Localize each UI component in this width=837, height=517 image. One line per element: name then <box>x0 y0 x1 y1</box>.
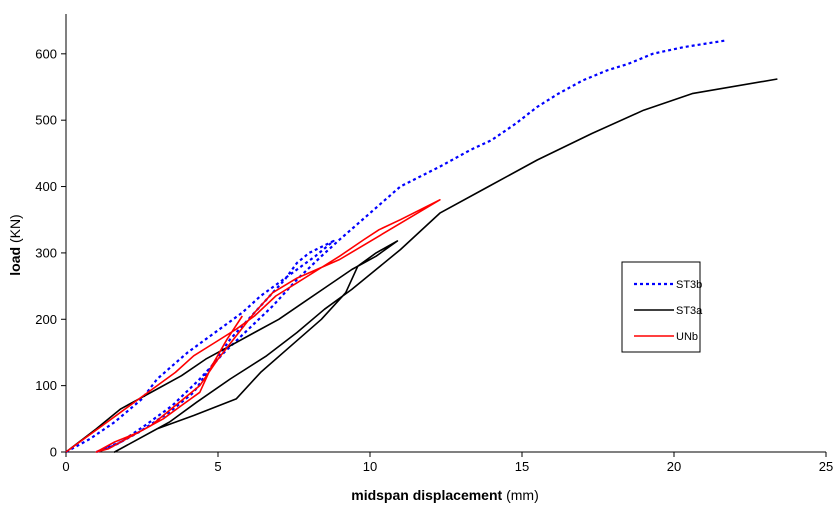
series-lines <box>65 39 778 454</box>
x-axis-title: midspan displacement (mm) <box>351 487 538 503</box>
y-tick-label: 300 <box>35 245 57 260</box>
y-tick-label: 0 <box>50 445 57 460</box>
y-tick-label: 100 <box>35 378 57 393</box>
legend-label-unb: UNb <box>676 331 698 343</box>
legend-label-st3b: ST3b <box>676 279 702 291</box>
y-tick-label: 600 <box>35 46 57 61</box>
axes: 0 100 200 300 400 500 600 0 5 10 15 20 25 <box>35 14 833 474</box>
y-axis-title: load (KN) <box>7 214 23 275</box>
x-tick-label: 15 <box>515 459 529 474</box>
series-line-st3b <box>65 39 726 454</box>
x-tick-label: 0 <box>62 459 69 474</box>
legend: ST3b ST3a UNb <box>621 261 703 353</box>
legend-box <box>621 261 701 353</box>
x-tick-label: 20 <box>667 459 681 474</box>
x-tick-label: 25 <box>819 459 833 474</box>
y-tick-label: 500 <box>35 113 57 128</box>
legend-label-st3a: ST3a <box>676 305 703 317</box>
series-line-unb <box>65 199 441 453</box>
y-tick-label: 200 <box>35 312 57 327</box>
y-tick-label: 400 <box>35 179 57 194</box>
x-tick-label: 10 <box>363 459 377 474</box>
x-tick-label: 5 <box>214 459 221 474</box>
